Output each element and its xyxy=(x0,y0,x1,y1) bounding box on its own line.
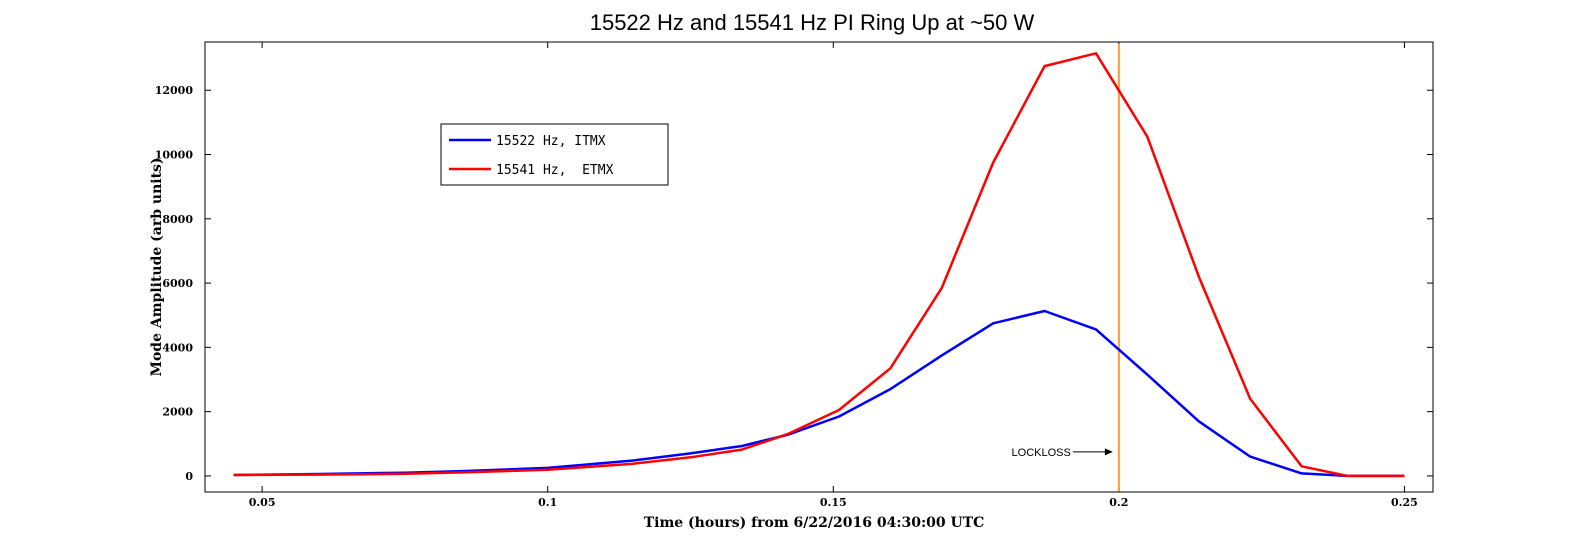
lockloss-arrow-head xyxy=(1104,448,1113,456)
plot-frame xyxy=(204,41,1434,493)
y-tick-label: 6000 xyxy=(162,277,193,290)
x-tick-label: 0.2 xyxy=(1109,496,1128,509)
y-tick-label: 4000 xyxy=(162,341,193,354)
x-tick-label: 0.25 xyxy=(1391,496,1418,509)
legend-label-etmx: 15541 Hz, ETMX xyxy=(496,163,614,178)
x-axis-label: Time (hours) from 6/22/2016 04:30:00 UTC xyxy=(644,515,985,531)
y-tick-label: 10000 xyxy=(155,149,194,162)
y-tick-label: 0 xyxy=(185,470,193,483)
y-tick-label: 8000 xyxy=(162,213,193,226)
x-tick-label: 0.15 xyxy=(820,496,847,509)
series-line-etmx xyxy=(233,52,1405,478)
legend-box xyxy=(440,123,669,186)
plot-area: 0.05 0.1 0.15 0.2 0.25 0 2000 4000 6000 8000 10000… xyxy=(155,42,1433,509)
x-tick-label: 0.05 xyxy=(249,496,276,509)
chart-title: 15522 Hz and 15541 Hz PI Ring Up at ~50 … xyxy=(590,10,1035,35)
series-line-itmx xyxy=(233,309,1405,478)
legend-label-itmx: 15522 Hz, ITMX xyxy=(496,134,606,149)
y-tick-label: 2000 xyxy=(162,406,193,419)
legend: 15522 Hz, ITMX 15541 Hz, ETMX xyxy=(440,123,669,186)
y-axis-label: Mode Amplitude (arb units) xyxy=(149,157,165,376)
x-tick-label: 0.1 xyxy=(538,496,557,509)
lockloss-annotation: LOCKLOSS xyxy=(1012,447,1071,459)
y-tick-label: 12000 xyxy=(155,84,194,97)
